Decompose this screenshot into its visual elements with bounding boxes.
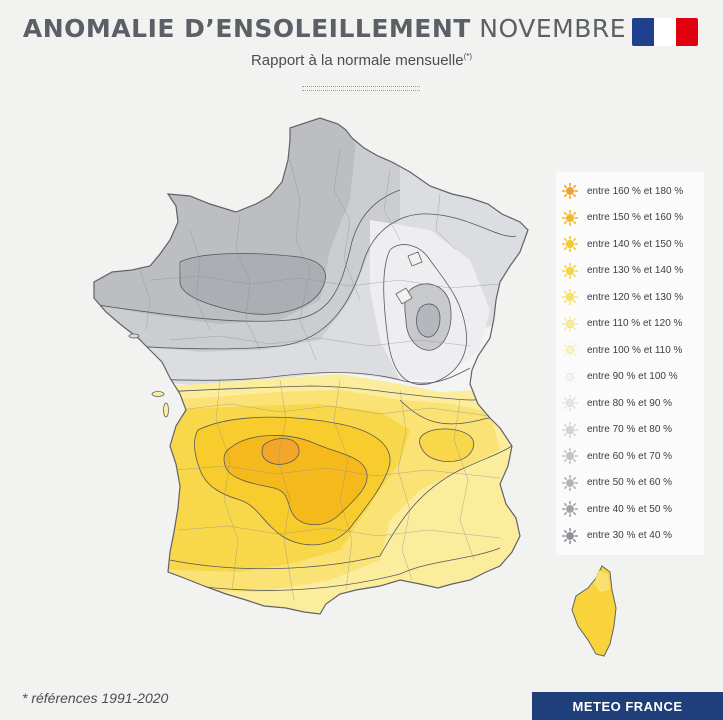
sun-icon	[562, 368, 578, 385]
sun-icon	[562, 209, 578, 226]
basel-notch	[395, 287, 413, 305]
footnote: * références 1991-2020	[22, 690, 169, 706]
zone-south-150	[223, 435, 368, 525]
sun-icon	[562, 501, 578, 518]
legend: entre 160 % et 180 % entre 150 % et 160 %…	[556, 172, 704, 555]
meteo-france-logo: METEO FRANCE	[532, 692, 723, 720]
legend-label: entre 140 % et 150 %	[587, 238, 684, 250]
legend-label: entre 50 % et 60 %	[587, 477, 673, 489]
sun-icon	[562, 421, 578, 438]
sun-icon	[562, 474, 578, 491]
sun-icon	[562, 183, 578, 200]
flag-blue	[632, 18, 654, 46]
belle-ile	[128, 333, 140, 339]
corse-north	[594, 570, 610, 592]
france-outline	[93, 117, 529, 615]
zone-rhone-130	[419, 428, 474, 462]
legend-label: entre 120 % et 130 %	[587, 291, 684, 303]
legend-label: entre 100 % et 110 %	[587, 344, 683, 356]
title-strong: ANOMALIE D’ENSOLEILLEMENT	[22, 14, 471, 43]
legend-label: entre 110 % et 120 %	[587, 318, 683, 330]
sun-icon	[562, 448, 578, 465]
legend-item: entre 40 % et 50 %	[556, 496, 704, 523]
legend-item: entre 80 % et 90 %	[556, 390, 704, 417]
corse	[571, 565, 617, 657]
sun-icon	[562, 236, 578, 253]
legend-item: entre 100 % et 110 %	[556, 337, 704, 364]
legend-label: entre 90 % et 100 %	[587, 371, 678, 383]
legend-label: entre 150 % et 160 %	[587, 212, 684, 224]
legend-item: entre 120 % et 130 %	[556, 284, 704, 311]
flag-white	[654, 18, 676, 46]
legend-item: entre 70 % et 80 %	[556, 417, 704, 444]
legend-label: entre 70 % et 80 %	[587, 424, 673, 436]
legend-list: entre 160 % et 180 % entre 150 % et 160 %…	[556, 178, 704, 549]
sun-icon	[562, 315, 578, 332]
legend-label: entre 160 % et 180 %	[587, 185, 684, 197]
legend-item: entre 50 % et 60 %	[556, 470, 704, 497]
map-subtitle: Rapport à la normale mensuelle(*)	[0, 52, 723, 69]
legend-label: entre 30 % et 40 %	[587, 530, 673, 542]
sun-icon	[562, 289, 578, 306]
legend-item: entre 150 % et 160 %	[556, 205, 704, 232]
republique-francaise-logo	[632, 18, 698, 46]
legend-label: entre 60 % et 70 %	[587, 450, 673, 462]
legend-item: entre 160 % et 180 %	[556, 178, 704, 205]
ile-de-re	[151, 391, 165, 397]
subtitle-footnote-mark: (*)	[463, 52, 473, 61]
legend-item: entre 30 % et 40 %	[556, 523, 704, 550]
ile-oleron	[163, 402, 169, 418]
zone-south-160	[262, 438, 300, 465]
legend-label: entre 40 % et 50 %	[587, 503, 673, 515]
legend-item: entre 110 % et 120 %	[556, 311, 704, 338]
zone-east-60	[416, 303, 440, 338]
subtitle-text: Rapport à la normale mensuelle	[250, 52, 464, 69]
legend-item: entre 130 % et 140 %	[556, 258, 704, 285]
sun-icon	[562, 527, 578, 544]
legend-item: entre 60 % et 70 %	[556, 443, 704, 470]
luxembourg-notch	[407, 251, 423, 267]
legend-item: entre 140 % et 150 %	[556, 231, 704, 258]
sun-icon	[562, 395, 578, 412]
flag-red	[676, 18, 698, 46]
legend-item: entre 90 % et 100 %	[556, 364, 704, 391]
sun-icon	[562, 262, 578, 279]
legend-label: entre 130 % et 140 %	[587, 265, 684, 277]
sun-icon	[562, 342, 578, 359]
title-divider	[302, 86, 420, 91]
legend-label: entre 80 % et 90 %	[587, 397, 673, 409]
